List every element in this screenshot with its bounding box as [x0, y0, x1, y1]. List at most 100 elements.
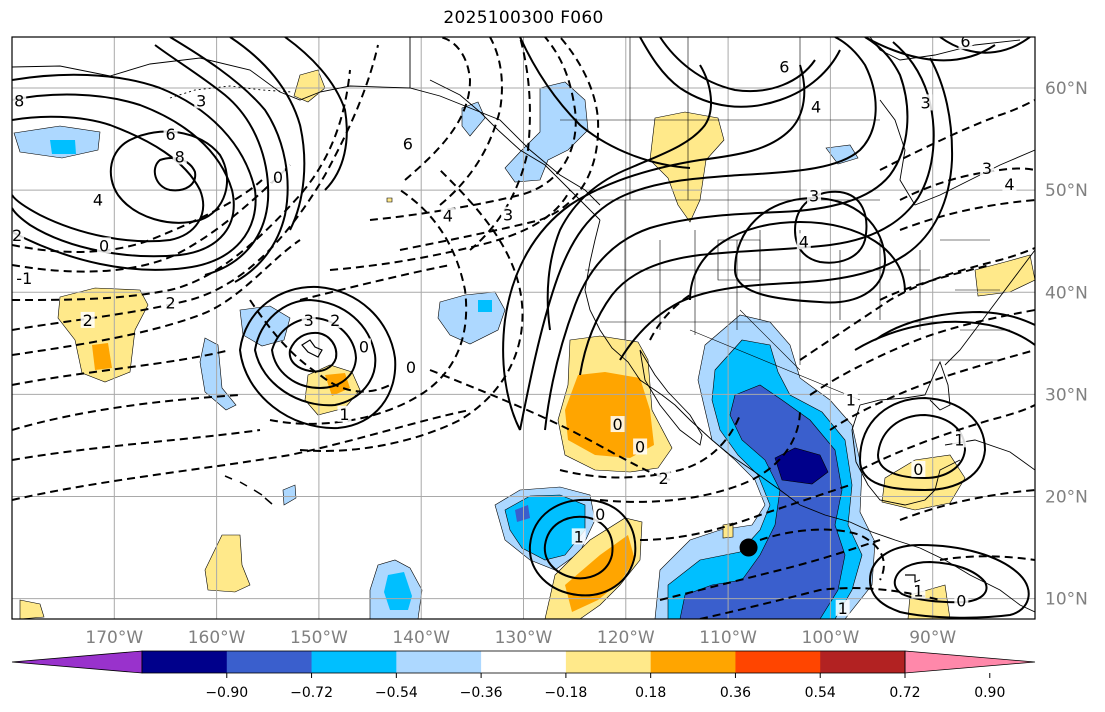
contour-label-halo [656, 470, 671, 487]
contour-label-halo [918, 94, 933, 111]
contour-label: 8 [175, 148, 185, 167]
colorbar-tick-label: −0.18 [544, 685, 587, 701]
contour-label: 1 [838, 599, 848, 618]
contour-label-halo [835, 599, 850, 616]
contour-label: 6 [779, 58, 789, 77]
longitude-label: 110°W [699, 628, 757, 648]
contour-label-halo [979, 159, 994, 176]
contour-label: 2 [330, 311, 340, 330]
contour-label-halo [270, 168, 285, 185]
contour-label: 3 [196, 91, 206, 110]
contour-label: 0 [406, 358, 416, 377]
contour-label-halo [12, 270, 37, 287]
contour-label-halo [1002, 176, 1017, 193]
latitude-label: 10°N [1045, 590, 1088, 610]
contour-label: 1 [954, 430, 964, 449]
contour-label-halo [843, 391, 858, 408]
shade-light-blue [461, 101, 486, 137]
solid-contours [12, 37, 1035, 619]
colorbar-tick-label: −0.36 [460, 685, 503, 701]
contour-label-halo [172, 148, 187, 165]
contour-label-halo [400, 135, 415, 152]
contour-label: 1 [339, 405, 349, 424]
latitude-labels: 60°N 50°N 40°N 30°N 20°N 10°N [1045, 79, 1088, 610]
shade-yellow [974, 254, 1035, 297]
colorbar: −0.90 −0.72 −0.54 −0.36 −0.18 0.18 0.36 0.54 0.7… [11, 650, 1036, 701]
contour-label-halo [337, 405, 352, 422]
contour-label-halo [911, 582, 926, 599]
shade-blue [478, 300, 492, 312]
contour-label-halo [301, 311, 316, 328]
contour-label-halo [911, 460, 926, 477]
contour-label: 4 [799, 232, 809, 251]
contour-label-halo [80, 311, 95, 328]
shade-yellow [386, 197, 393, 203]
colorbar-segment [820, 651, 906, 673]
longitude-label: 100°W [802, 628, 860, 648]
contour-label-halo [356, 338, 371, 355]
contour-label: 2 [659, 469, 669, 488]
contour-label-halo [403, 358, 418, 375]
contour-label: 0 [956, 592, 966, 611]
shade-dark-blue [774, 447, 829, 485]
colorbar-segment [650, 651, 736, 673]
contour-label: 2 [12, 226, 22, 245]
contour-label: 1 [913, 581, 923, 600]
map-gridlines [12, 37, 1035, 619]
longitude-labels: 170°W 160°W 150°W 140°W 130°W 120°W 110°W 100°W… [85, 628, 956, 648]
shade-yellow [293, 69, 326, 103]
contour-label-halo [809, 98, 824, 115]
contour-label: 4 [93, 190, 103, 209]
contour-label: 3 [304, 311, 314, 330]
contour-label: 4 [1004, 175, 1014, 194]
contour-label-halo [97, 237, 112, 254]
contour-label: 1 [574, 527, 584, 546]
colorbar-tick-label: 0.36 [720, 685, 751, 701]
longitude-label: 120°W [597, 628, 655, 648]
contour-label: 0 [359, 337, 369, 356]
contour-label: 4 [811, 97, 821, 116]
contour-label-halo [163, 126, 178, 143]
shade-orange [565, 372, 654, 458]
colorbar-segment [226, 651, 313, 673]
contour-label-halo [952, 431, 967, 448]
contour-label-halo [958, 37, 973, 50]
shade-light-blue [825, 144, 859, 165]
contour-label: 0 [913, 460, 923, 479]
contour-label: 6 [165, 125, 175, 144]
contour-label: 0 [595, 505, 605, 524]
contour-label: -1 [16, 269, 32, 288]
shade-yellow [57, 287, 149, 383]
shade-royal-blue [515, 505, 530, 522]
shade-orange [92, 343, 112, 370]
contour-label-halo [501, 206, 516, 223]
contour-label: 0 [635, 438, 645, 457]
colorbar-segment [565, 651, 652, 673]
colorbar-segment [735, 651, 821, 673]
contour-label: 6 [960, 32, 970, 51]
latitude-label: 50°N [1045, 181, 1088, 201]
contour-label-halo [777, 58, 792, 75]
contour-label-halo [571, 528, 586, 545]
contour-label: 0 [613, 415, 623, 434]
shade-blue [50, 140, 76, 154]
longitude-label: 140°W [392, 628, 450, 648]
contour-label-halo [440, 207, 455, 224]
contour-label: 3 [809, 186, 819, 205]
shade-blue [384, 572, 412, 610]
colorbar-tick-label: −0.90 [205, 685, 248, 701]
political-borders [560, 37, 1010, 401]
dashed-contours [12, 37, 1035, 619]
colorbar-segment [396, 651, 482, 673]
contour-label-halo [194, 92, 209, 109]
contour-label: 3 [920, 93, 930, 112]
longitude-label: 170°W [85, 628, 143, 648]
shade-royal-blue [679, 384, 846, 619]
map-title: 2025100300 F060 [443, 8, 604, 28]
contour-label-halo [954, 592, 969, 609]
colorbar-tick-label: 0.72 [889, 685, 920, 701]
contour-label: 0 [99, 236, 109, 255]
